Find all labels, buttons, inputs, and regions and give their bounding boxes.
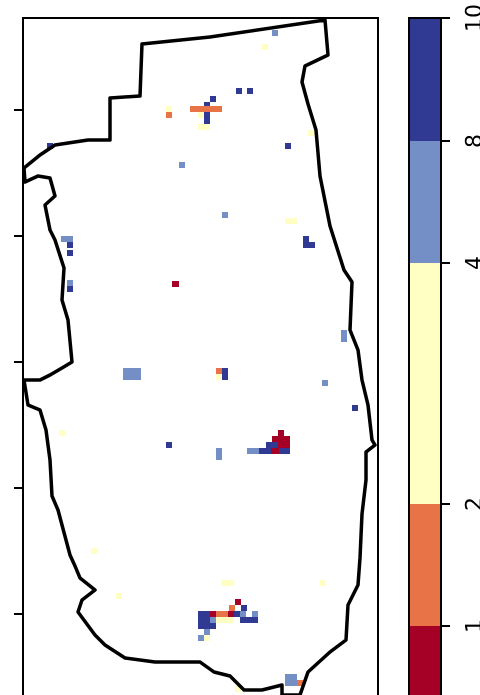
raster-cell [166,442,172,448]
raster-cell [247,88,253,94]
legend-color-segment [410,626,440,695]
raster-cell [278,430,284,436]
raster-cell [262,44,268,50]
raster-cell [61,236,73,242]
raster-cell [59,430,65,436]
raster-cell [222,368,228,380]
raster-cell [67,286,73,292]
raster-cell [240,617,258,623]
raster-cell [198,635,204,641]
raster-cell [235,686,241,692]
raster-cell [190,106,222,112]
legend-tick-label: 1 [463,619,480,633]
raster-cell [285,143,291,149]
legend-tick-label: 2 [463,497,480,511]
raster-cell [204,102,210,108]
raster-cell [308,130,316,136]
raster-cell [172,281,179,287]
legend-color-segment [410,504,440,626]
raster-cell [272,30,278,36]
legend-color-segment [410,18,440,141]
raster-cell [320,580,326,586]
raster-cell [266,442,278,448]
left-axis-ticks [14,109,23,615]
raster-cell [198,623,210,629]
raster-cell [278,442,290,448]
raster-cell [116,593,122,599]
raster-cell [285,674,297,686]
raster-cell [216,374,222,380]
raster-cell [166,106,172,112]
raster-cell [67,250,73,256]
raster-cell [234,611,240,617]
raster-cell [247,448,259,454]
raster-cell [352,405,358,411]
raster-cell [259,448,271,454]
legend-color-segment [410,141,440,263]
raster-cell [222,580,234,586]
raster-cell [91,548,97,554]
raster-cell [241,605,247,611]
raster-cell [285,218,297,224]
legend-colorbar-frame [408,17,442,695]
raster-cell [198,617,210,623]
raster-cell [322,380,328,386]
raster-cell [236,88,242,94]
raster-cell [198,112,204,118]
raster-cell [210,617,216,623]
raster-cell [216,617,222,623]
raster-cell [297,680,303,686]
raster-cell [271,448,279,454]
raster-cell [240,611,246,617]
raster-cell [216,368,222,374]
raster-cell [216,448,222,460]
raster-cell [272,436,290,442]
raster-cell [303,236,309,242]
raster-cell [341,330,347,342]
legend-tick-label: 4 [463,256,480,270]
raster-details [47,30,358,692]
legend-tick-label: 8 [463,134,480,148]
legend-ticks: 1 2 4 8 10 [441,4,480,633]
legend-color-segment [410,263,440,504]
raster-cell [210,96,216,102]
raster-cell [210,611,216,617]
raster-cell [216,611,228,617]
raster-cell [67,242,73,248]
raster-cell [229,605,235,611]
raster-cell [47,143,53,149]
raster-cell [198,611,210,617]
raster-cell [166,112,172,118]
raster-cell [123,368,141,380]
raster-cell [228,611,234,617]
raster-cell [198,124,210,130]
raster-cell [222,617,234,623]
region-boundary [22,18,377,695]
raster-cell [204,629,210,635]
raster-cell [204,112,210,124]
raster-cell [67,280,73,286]
map-panel [22,17,379,695]
raster-cell [252,611,258,617]
raster-cell [279,448,290,454]
raster-cell [222,212,228,218]
raster-cell [235,599,241,605]
raster-cell [179,162,185,168]
raster-cell [303,242,315,248]
raster-cell [204,635,210,641]
legend-tick-label: 10 [463,4,480,32]
raster-cell [210,623,216,629]
legend-colorbar [410,18,440,695]
